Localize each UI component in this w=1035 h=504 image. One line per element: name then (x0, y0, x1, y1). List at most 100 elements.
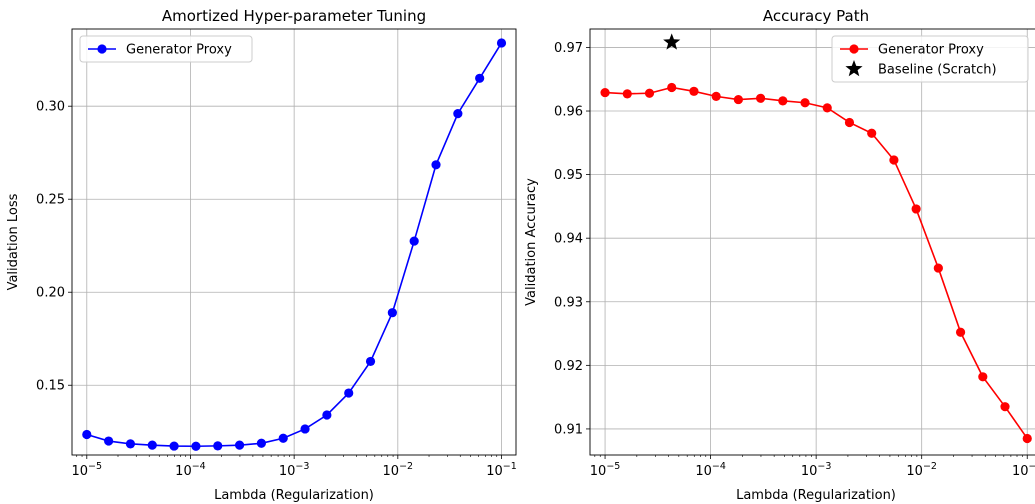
x-tick-base: 10 (383, 464, 400, 479)
data-point (1022, 433, 1032, 444)
x-tick-exponent: −5 (606, 461, 620, 472)
legend-box (831, 35, 1029, 83)
y-tick-label: 0.30 (36, 100, 65, 115)
legend-star-marker (845, 60, 863, 77)
x-tick-label: 10−4 (175, 461, 206, 479)
y-tick-label: 0.94 (554, 232, 583, 247)
data-point (933, 263, 943, 273)
y-tick-label: 0.91 (554, 422, 583, 437)
data-point (911, 204, 921, 214)
data-point (147, 440, 157, 450)
data-point (955, 327, 966, 337)
data-point (344, 388, 354, 398)
x-tick-label: 10−1 (1012, 461, 1035, 479)
x-tick-base: 10 (695, 464, 712, 479)
data-point (278, 433, 288, 443)
data-point (409, 236, 419, 246)
x-tick-label: 10−5 (72, 461, 103, 479)
chart-2: 10−510−410−310−210−10.910.920.930.940.95… (524, 7, 1035, 503)
data-point (600, 87, 610, 98)
x-tick-label: 10−4 (695, 461, 726, 479)
x-tick-label: 10−1 (486, 461, 517, 479)
x-tick-exponent: −1 (503, 461, 517, 472)
x-tick-base: 10 (279, 464, 296, 479)
y-tick-label: 0.25 (36, 193, 65, 208)
y-tick-label: 0.93 (554, 295, 583, 310)
baseline-star-point (663, 33, 681, 50)
data-point (822, 103, 832, 113)
legend-label: Generator Proxy (126, 43, 232, 58)
x-tick-exponent: −4 (192, 461, 206, 472)
x-tick-base: 10 (486, 464, 503, 479)
x-tick-label: 10−3 (801, 461, 832, 479)
x-tick-exponent: −1 (1029, 461, 1035, 472)
x-tick-label: 10−2 (383, 461, 414, 479)
x-tick-base: 10 (72, 464, 89, 479)
data-point (125, 439, 136, 449)
data-point (300, 424, 310, 434)
data-point (889, 155, 899, 165)
data-point (256, 438, 267, 448)
x-tick-exponent: −4 (712, 461, 726, 472)
y-tick-label: 0.97 (554, 41, 583, 56)
data-point (169, 441, 179, 451)
data-point (755, 93, 766, 103)
data-point (978, 372, 988, 382)
data-point (191, 441, 201, 451)
legend-label: Generator Proxy (878, 43, 984, 58)
data-point (844, 117, 855, 128)
x-tick-label: 10−5 (590, 461, 621, 479)
x-tick-exponent: −2 (923, 461, 937, 472)
data-point (213, 441, 223, 451)
data-point (667, 82, 677, 93)
x-tick-exponent: −3 (817, 461, 831, 472)
x-tick-base: 10 (906, 464, 923, 479)
data-point (322, 410, 332, 420)
y-tick-label: 0.20 (36, 286, 65, 301)
axes-frame (71, 28, 517, 456)
legend-marker (849, 44, 859, 54)
data-point (453, 109, 463, 119)
y-axis-label: Validation Loss (6, 193, 21, 290)
data-point (733, 94, 743, 105)
chart-title: Accuracy Path (763, 7, 869, 25)
x-tick-base: 10 (590, 464, 607, 479)
data-point (711, 91, 721, 101)
data-point (644, 88, 655, 98)
legend-box (79, 35, 253, 63)
data-point (82, 429, 92, 440)
y-tick-label: 0.15 (36, 379, 65, 394)
y-axis-label: Validation Accuracy (524, 178, 539, 306)
y-tick-label: 0.95 (554, 168, 583, 183)
chart-1: 10−5 10−4 10−3 10−2 10−10.150.200.250.30Amor… (6, 7, 517, 503)
x-axis-label: Lambda (Regularization) (736, 488, 896, 503)
data-point (778, 96, 788, 106)
x-tick-label: 10−3 (279, 461, 310, 479)
x-tick-exponent: −2 (399, 461, 413, 472)
data-point (387, 308, 397, 318)
x-tick-exponent: −5 (88, 461, 102, 472)
x-tick-base: 10 (175, 464, 192, 479)
data-point (234, 440, 245, 450)
x-tick-label: 10−2 (906, 461, 937, 479)
plot-area (600, 33, 1032, 444)
data-point (365, 356, 376, 367)
data-point (867, 128, 877, 138)
data-point (475, 73, 485, 83)
legend: Generator Proxy Baseline (Scratch) (831, 35, 1029, 83)
data-point (431, 160, 441, 170)
data-point (622, 89, 632, 99)
legend-label: Baseline (Scratch) (878, 63, 997, 78)
chart-title: Amortized Hyper-parameter Tuning (162, 7, 426, 25)
data-point (1000, 402, 1010, 412)
x-axis-label: Lambda (Regularization) (214, 488, 374, 503)
y-tick-label: 0.92 (554, 359, 583, 374)
x-tick-base: 10 (1012, 464, 1029, 479)
y-tick-label: 0.96 (554, 105, 583, 120)
plot-area (82, 38, 507, 451)
x-tick-base: 10 (801, 464, 818, 479)
legend-marker (97, 44, 107, 54)
data-point (800, 98, 810, 108)
legend: Generator Proxy (79, 35, 253, 63)
